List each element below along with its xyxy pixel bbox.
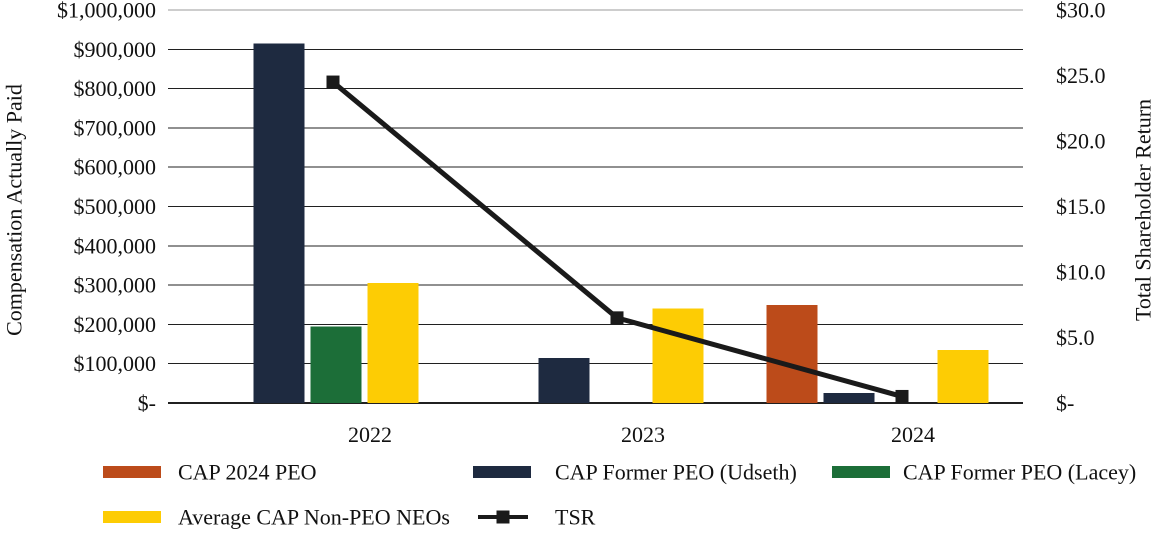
left-axis-title: Compensation Actually Paid xyxy=(2,84,27,336)
right-axis-tick-label: $20.0 xyxy=(1056,129,1106,154)
right-axis-tick-label: $30.0 xyxy=(1056,0,1106,23)
bar-cap-2024-peo-2024 xyxy=(766,304,818,403)
bar-cap-former-peo-lacey-2022 xyxy=(310,326,362,403)
left-axis-tick-label: $500,000 xyxy=(74,194,157,219)
left-axis-tick-label: $600,000 xyxy=(74,155,157,180)
x-axis-label-2024: 2024 xyxy=(891,422,935,447)
x-axis-label-2022: 2022 xyxy=(348,422,392,447)
right-axis-tick-label: $15.0 xyxy=(1056,194,1106,219)
left-axis-tick-label: $1,000,000 xyxy=(57,0,156,23)
legend-swatch-cap-former-peo-lacey xyxy=(832,466,890,478)
right-axis-tick-label: $10.0 xyxy=(1056,260,1106,285)
tsr-marker-2023 xyxy=(610,311,624,325)
bar-cap-former-peo-udseth-2024 xyxy=(823,393,875,403)
bar-average-cap-non-peo-neos-2024 xyxy=(937,349,989,403)
legend-swatch-cap-former-peo-udseth xyxy=(473,466,531,478)
left-axis-tick-label: $100,000 xyxy=(74,351,157,376)
right-axis-title: Total Shareholder Return xyxy=(1131,99,1156,321)
legend-swatch-average-cap-non-peo-neos xyxy=(103,511,161,523)
legend-marker-tsr xyxy=(496,510,510,524)
legend-swatch-cap-2024-peo xyxy=(103,466,161,478)
right-axis-tick-label: $5.0 xyxy=(1056,325,1095,350)
tsr-marker-2024 xyxy=(895,389,909,403)
bar-cap-former-peo-udseth-2023 xyxy=(538,357,590,403)
right-axis-tick-label: $25.0 xyxy=(1056,63,1106,88)
bar-cap-former-peo-udseth-2022 xyxy=(253,43,305,403)
bar-average-cap-non-peo-neos-2023 xyxy=(652,308,704,403)
x-axis-label-2023: 2023 xyxy=(621,422,665,447)
left-axis-tick-label: $400,000 xyxy=(74,233,157,258)
legend-label-average-cap-non-peo-neos: Average CAP Non-PEO NEOs xyxy=(178,505,450,530)
left-axis-tick-label: $- xyxy=(138,391,156,416)
left-axis-tick-label: $200,000 xyxy=(74,312,157,337)
left-axis-tick-label: $700,000 xyxy=(74,115,157,140)
bar-average-cap-non-peo-neos-2022 xyxy=(367,283,419,403)
tsr-marker-2022 xyxy=(326,75,340,89)
legend-label-cap-2024-peo: CAP 2024 PEO xyxy=(178,460,317,485)
left-axis-tick-label: $800,000 xyxy=(74,76,157,101)
legend-label-cap-former-peo-udseth: CAP Former PEO (Udseth) xyxy=(555,460,797,485)
left-axis-tick-label: $300,000 xyxy=(74,273,157,298)
left-axis-tick-label: $900,000 xyxy=(74,37,157,62)
right-axis-tick-label: $- xyxy=(1056,391,1074,416)
legend-label-tsr: TSR xyxy=(555,505,596,530)
legend-label-cap-former-peo-lacey: CAP Former PEO (Lacey) xyxy=(903,460,1136,485)
